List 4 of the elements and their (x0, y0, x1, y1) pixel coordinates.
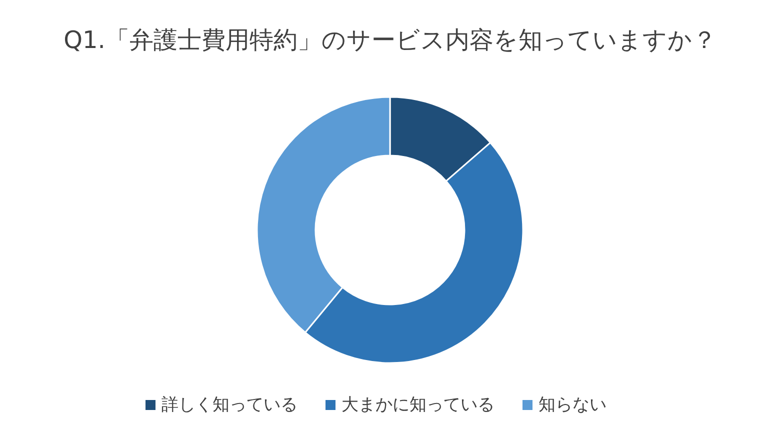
legend-label: 知らない (538, 395, 606, 415)
legend-label: 大まかに知っている (342, 395, 494, 415)
legend-label: 詳しく知っている (162, 395, 298, 415)
chart-title: Q1.「弁護士費用特約」のサービス内容を知っていますか？ (64, 26, 716, 54)
